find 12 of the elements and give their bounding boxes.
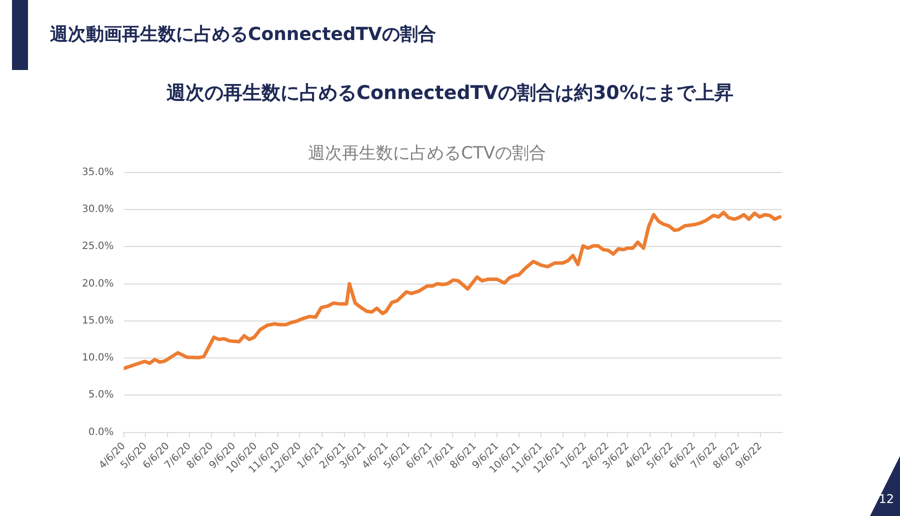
text: 12: [878, 492, 894, 506]
chart-title: 週次再生数に占めるCTVの割合: [308, 144, 546, 164]
y-tick-label: 20.0%: [82, 278, 114, 290]
text: 週次の再生数に占めるConnectedTVの割合は約30%にまで上昇: [166, 81, 734, 106]
y-tick-label: 15.0%: [82, 315, 114, 326]
y-tick-label: 10.0%: [82, 352, 114, 364]
y-tick-label: 25.0%: [82, 241, 114, 252]
y-tick-label: 35.0%: [82, 166, 114, 178]
y-tick-label: 5.0%: [88, 390, 114, 401]
y-tick-label: 30.0%: [82, 204, 114, 216]
text: 週次動画再生数に占めるConnectedTVの割合: [50, 23, 436, 46]
y-tick-label: 0.0%: [88, 426, 114, 438]
